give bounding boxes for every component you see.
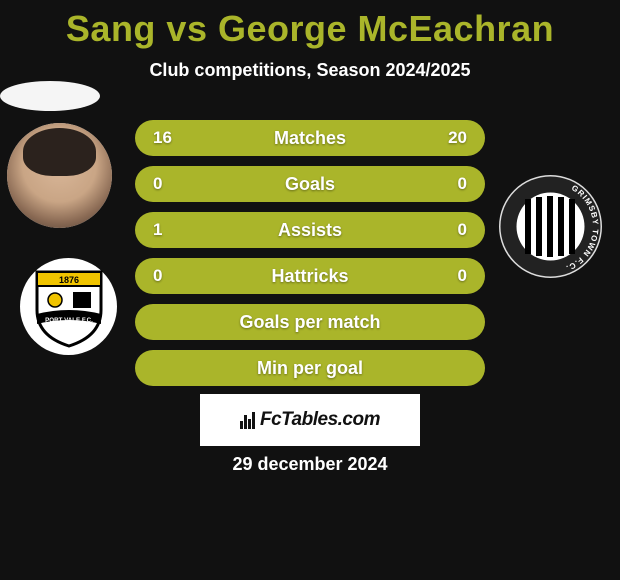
crest-left-port-vale: 1876 PORT VALE F.C. xyxy=(20,258,117,355)
stat-value-left: 0 xyxy=(153,258,162,294)
crest-right-grimsby: GRIMSBY TOWN F.C. xyxy=(499,175,602,278)
stats-container: 16 Matches 20 0 Goals 0 1 Assists 0 0 Ha… xyxy=(135,120,485,396)
barchart-icon xyxy=(240,412,255,429)
stat-row-hattricks: 0 Hattricks 0 xyxy=(135,258,485,294)
stat-value-left: 0 xyxy=(153,166,162,202)
stat-value-right: 0 xyxy=(458,166,467,202)
face-placeholder-icon xyxy=(7,123,112,228)
roundel-icon: GRIMSBY TOWN F.C. xyxy=(499,175,602,278)
stat-label: Hattricks xyxy=(271,266,348,287)
stat-label: Matches xyxy=(274,128,346,149)
svg-text:PORT VALE F.C.: PORT VALE F.C. xyxy=(45,317,93,324)
svg-text:1876: 1876 xyxy=(58,275,78,285)
stat-value-left: 16 xyxy=(153,120,172,156)
stat-row-matches: 16 Matches 20 xyxy=(135,120,485,156)
page-title: Sang vs George McEachran xyxy=(0,0,620,50)
shield-icon: 1876 PORT VALE F.C. xyxy=(33,266,105,348)
stat-label: Assists xyxy=(278,220,342,241)
stat-row-goals-per-match: Goals per match xyxy=(135,304,485,340)
date-text: 29 december 2024 xyxy=(0,454,620,475)
stat-row-assists: 1 Assists 0 xyxy=(135,212,485,248)
stat-label: Goals per match xyxy=(239,312,380,333)
stat-label: Min per goal xyxy=(257,358,363,379)
brand-text: FcTables.com xyxy=(260,409,380,431)
player-right-photo xyxy=(0,81,100,111)
stat-label: Goals xyxy=(285,174,335,195)
stat-row-min-per-goal: Min per goal xyxy=(135,350,485,386)
player-left-photo xyxy=(7,123,112,228)
stat-value-left: 1 xyxy=(153,212,162,248)
stat-value-right: 20 xyxy=(448,120,467,156)
stat-value-right: 0 xyxy=(458,258,467,294)
stat-value-right: 0 xyxy=(458,212,467,248)
brand-badge[interactable]: FcTables.com xyxy=(200,394,420,446)
subtitle: Club competitions, Season 2024/2025 xyxy=(0,60,620,81)
stat-row-goals: 0 Goals 0 xyxy=(135,166,485,202)
